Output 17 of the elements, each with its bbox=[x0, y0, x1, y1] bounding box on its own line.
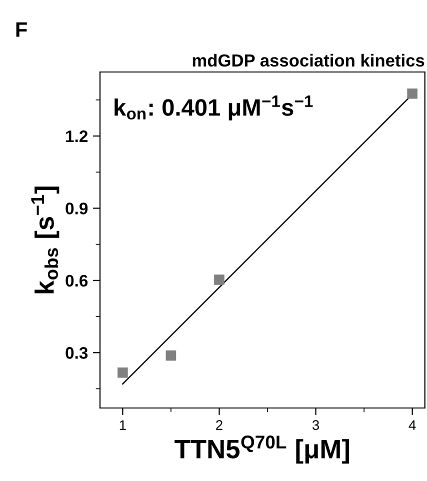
y-tick-label: 0.3 bbox=[66, 347, 88, 359]
y-tick-label: 1.2 bbox=[66, 130, 88, 142]
y-axis-title: k$_{obs}$ [s$^{−1}$] bbox=[31, 186, 60, 294]
chart-title: mdGDP association kinetics bbox=[192, 54, 424, 67]
point bbox=[166, 350, 176, 361]
point bbox=[214, 274, 224, 285]
point bbox=[118, 367, 128, 378]
x-tick-label: 1 bbox=[120, 420, 126, 430]
x-tick-label: 2 bbox=[216, 420, 222, 430]
text: F bbox=[16, 22, 27, 37]
y-tick-label: 0.9 bbox=[66, 202, 88, 214]
annotation: k$_{on}$: 0.401 μM$^{−1}$s$^{−1}$ bbox=[114, 96, 313, 120]
y-tick-label: 0.6 bbox=[66, 274, 88, 287]
x-tick-label: 4 bbox=[408, 420, 416, 430]
x-tick-label: 3 bbox=[312, 420, 320, 430]
point bbox=[407, 88, 418, 99]
x-axis-title: TTN5$^{Q70L}$ [μM] bbox=[174, 436, 349, 464]
